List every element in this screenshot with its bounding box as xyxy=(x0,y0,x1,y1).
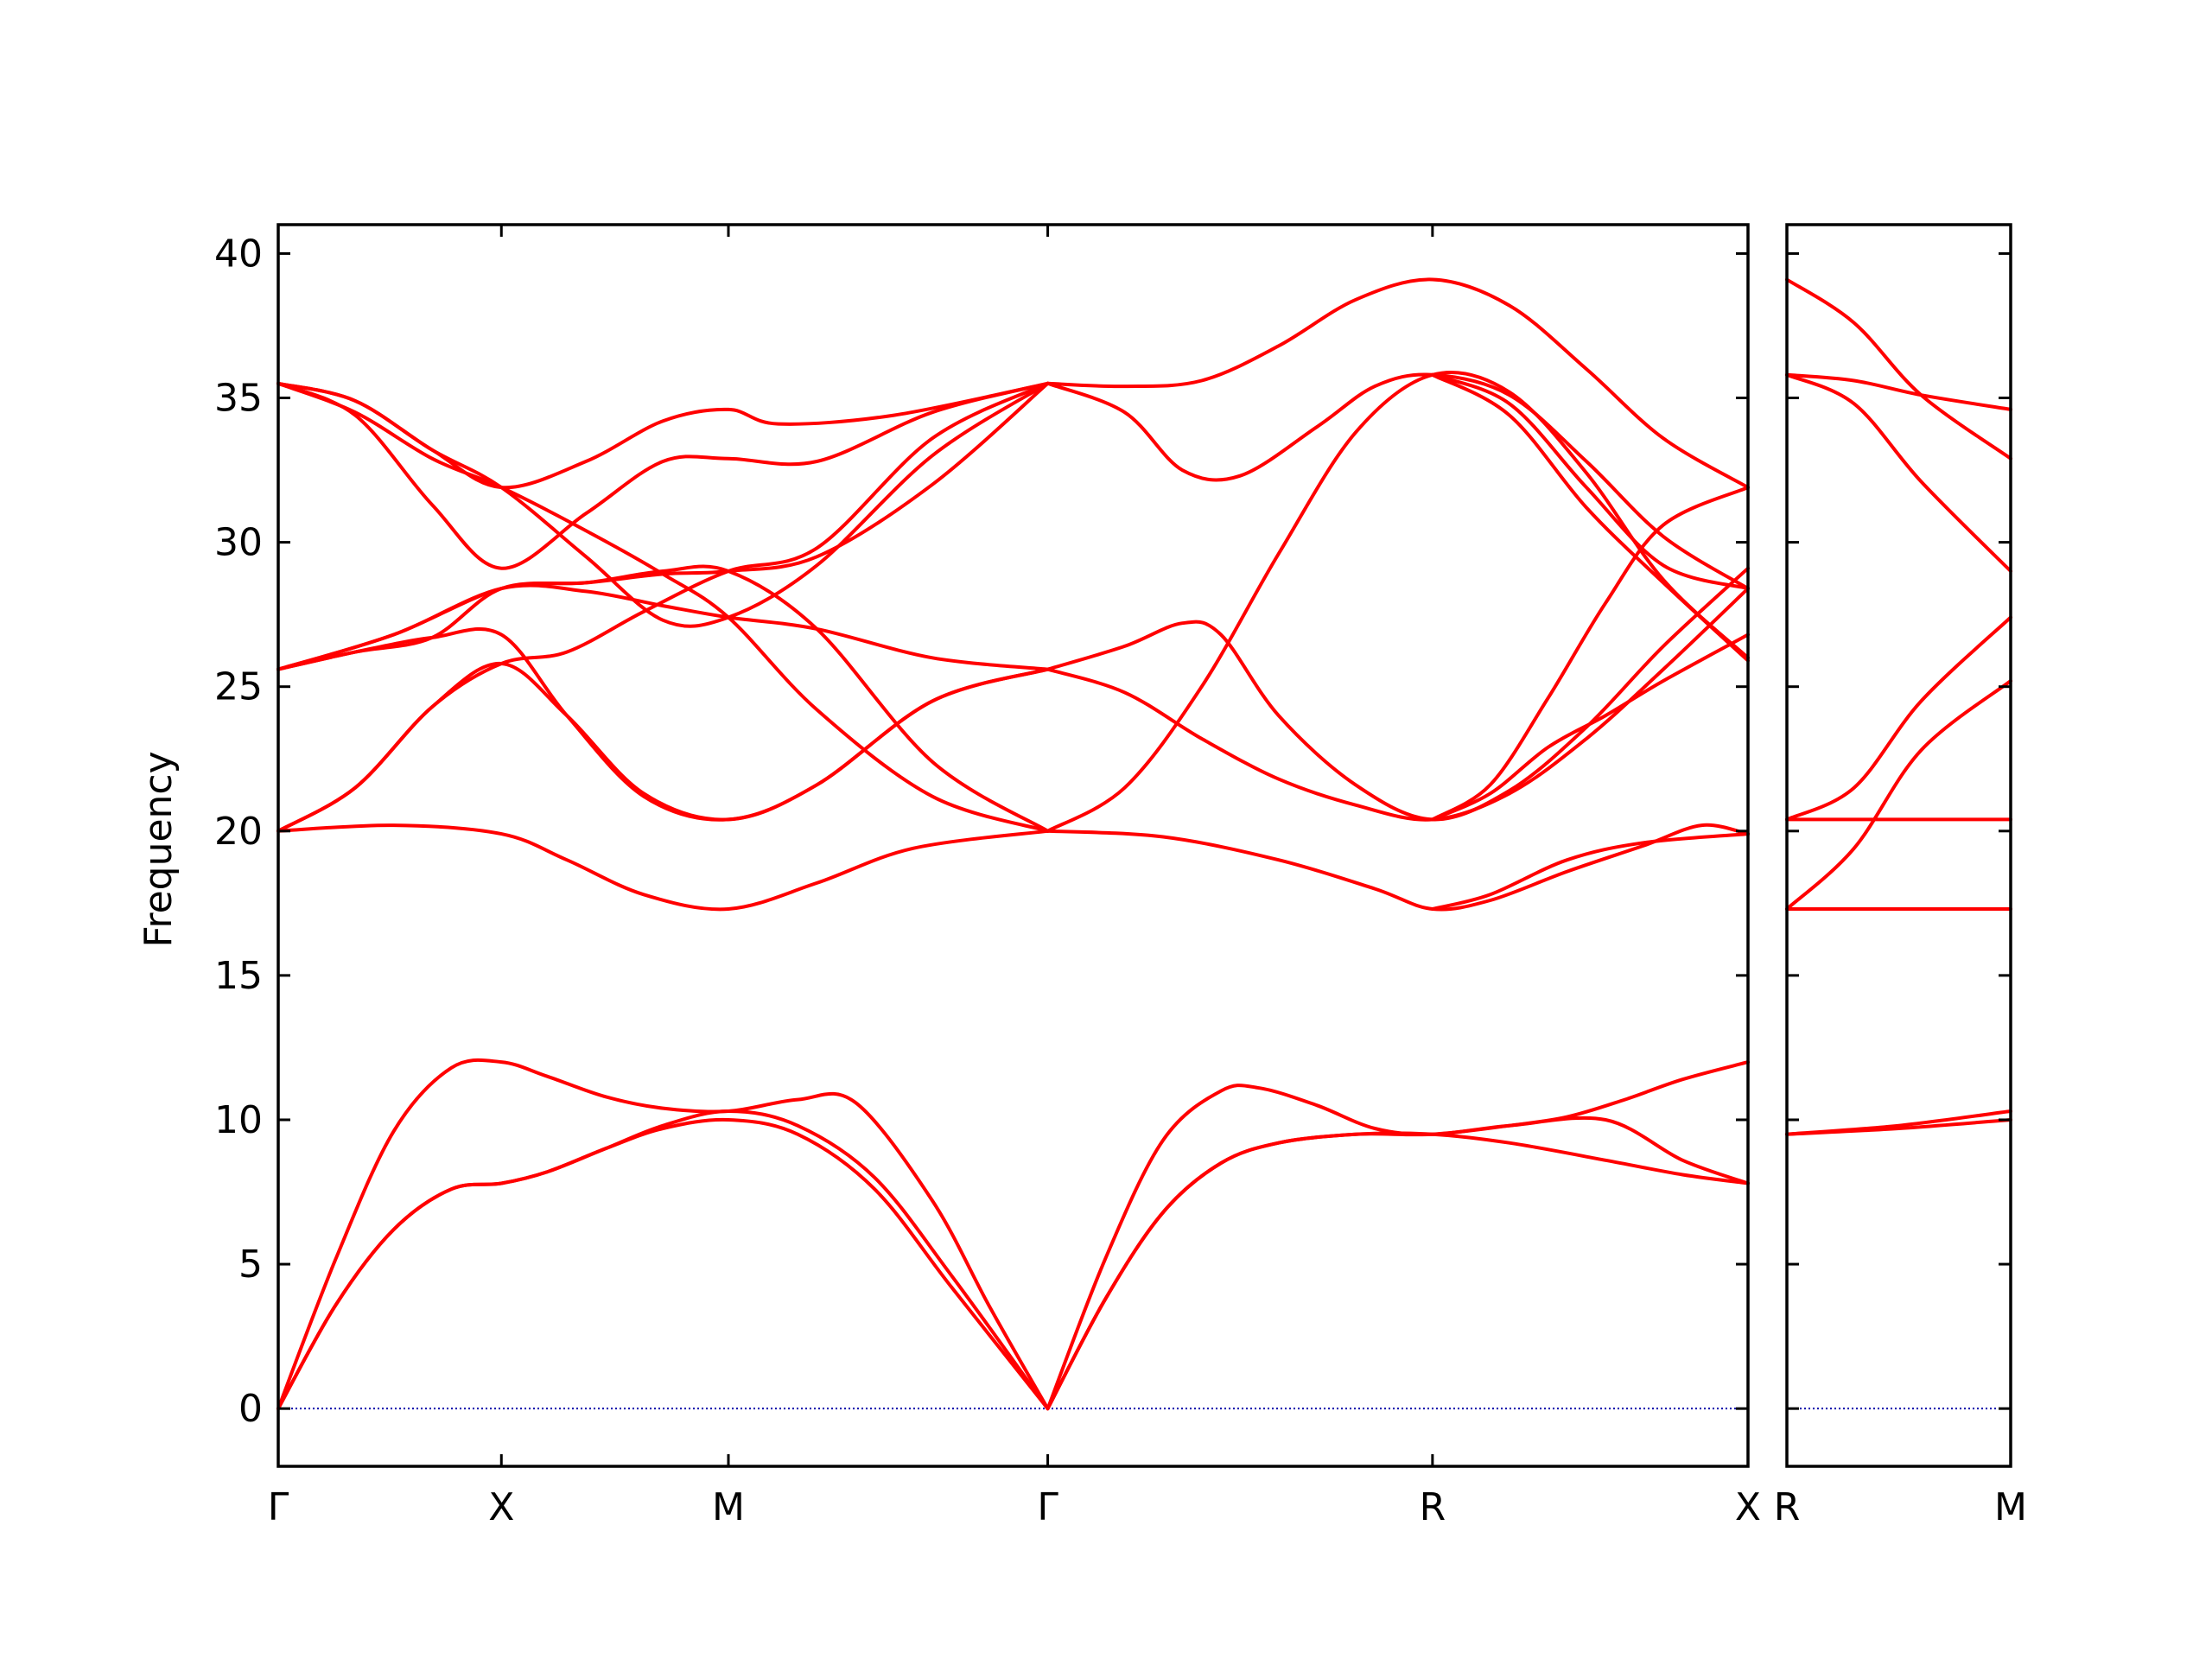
band-line-0-0 xyxy=(276,1058,1050,1411)
band-line-0-4 xyxy=(1046,1131,1750,1411)
y-tick-label: 40 xyxy=(214,232,263,276)
y-tick-label: 0 xyxy=(238,1387,263,1431)
band-line-1-8 xyxy=(1785,1118,2012,1136)
x-tick-label: R xyxy=(1420,1485,1446,1529)
band-line-0-19 xyxy=(1046,277,1750,490)
plot-frame xyxy=(1785,223,2012,1468)
y-tick-label: 5 xyxy=(238,1243,263,1287)
y-tick-label: 30 xyxy=(214,521,263,565)
band-line-1-1 xyxy=(1785,372,2012,411)
x-tick-label: Γ xyxy=(1037,1485,1058,1529)
band-line-1-3 xyxy=(1785,615,2012,822)
plot-frame xyxy=(276,223,1750,1468)
y-tick-label: 25 xyxy=(214,665,263,709)
band-line-0-20 xyxy=(1046,372,1750,591)
x-tick-label: M xyxy=(1994,1485,2027,1529)
band-line-0-23 xyxy=(1046,587,1750,822)
band-line-0-14 xyxy=(276,381,1050,833)
band-line-0-6 xyxy=(276,823,1050,912)
band-line-0-11 xyxy=(276,661,1050,833)
band-line-0-3 xyxy=(1046,1084,1750,1411)
band-line-0-26 xyxy=(1430,372,1750,591)
x-tick-label: M xyxy=(712,1485,745,1529)
band-line-1-4 xyxy=(1785,679,2012,911)
band-line-0-25 xyxy=(1430,632,1750,822)
band-line-0-17 xyxy=(276,381,1050,628)
band-line-0-5 xyxy=(1046,1060,1750,1411)
x-tick-label: X xyxy=(488,1485,514,1529)
x-tick-label: R xyxy=(1774,1485,1801,1529)
y-tick-label: 35 xyxy=(214,377,263,421)
y-tick-label: 20 xyxy=(214,810,263,854)
x-tick-label: X xyxy=(1735,1485,1761,1529)
y-tick-label: 15 xyxy=(214,954,263,998)
band-line-0-2 xyxy=(276,1117,1050,1411)
band-line-0-24 xyxy=(1430,486,1750,822)
band-line-0-8 xyxy=(1430,832,1750,911)
band-line-0-18 xyxy=(276,564,1050,833)
y-tick-label: 10 xyxy=(214,1098,263,1142)
band-line-0-12 xyxy=(276,583,1050,671)
band-line-0-7 xyxy=(1046,823,1750,912)
y-axis-label: Frequency xyxy=(137,751,181,947)
band-line-1-0 xyxy=(1785,277,2012,461)
band-line-0-21 xyxy=(1046,371,1750,833)
panel-main: 0 5 10 15 20 25 30 35 40 Γ X M Γ R X xyxy=(214,223,1761,1529)
band-line-0-22 xyxy=(1046,566,1750,822)
band-line-1-2 xyxy=(1785,372,2012,573)
x-tick-label: Γ xyxy=(268,1485,289,1529)
band-line-0-27 xyxy=(1430,372,1750,663)
band-line-0-15 xyxy=(276,381,1050,570)
band-line-0-13 xyxy=(276,381,1050,671)
